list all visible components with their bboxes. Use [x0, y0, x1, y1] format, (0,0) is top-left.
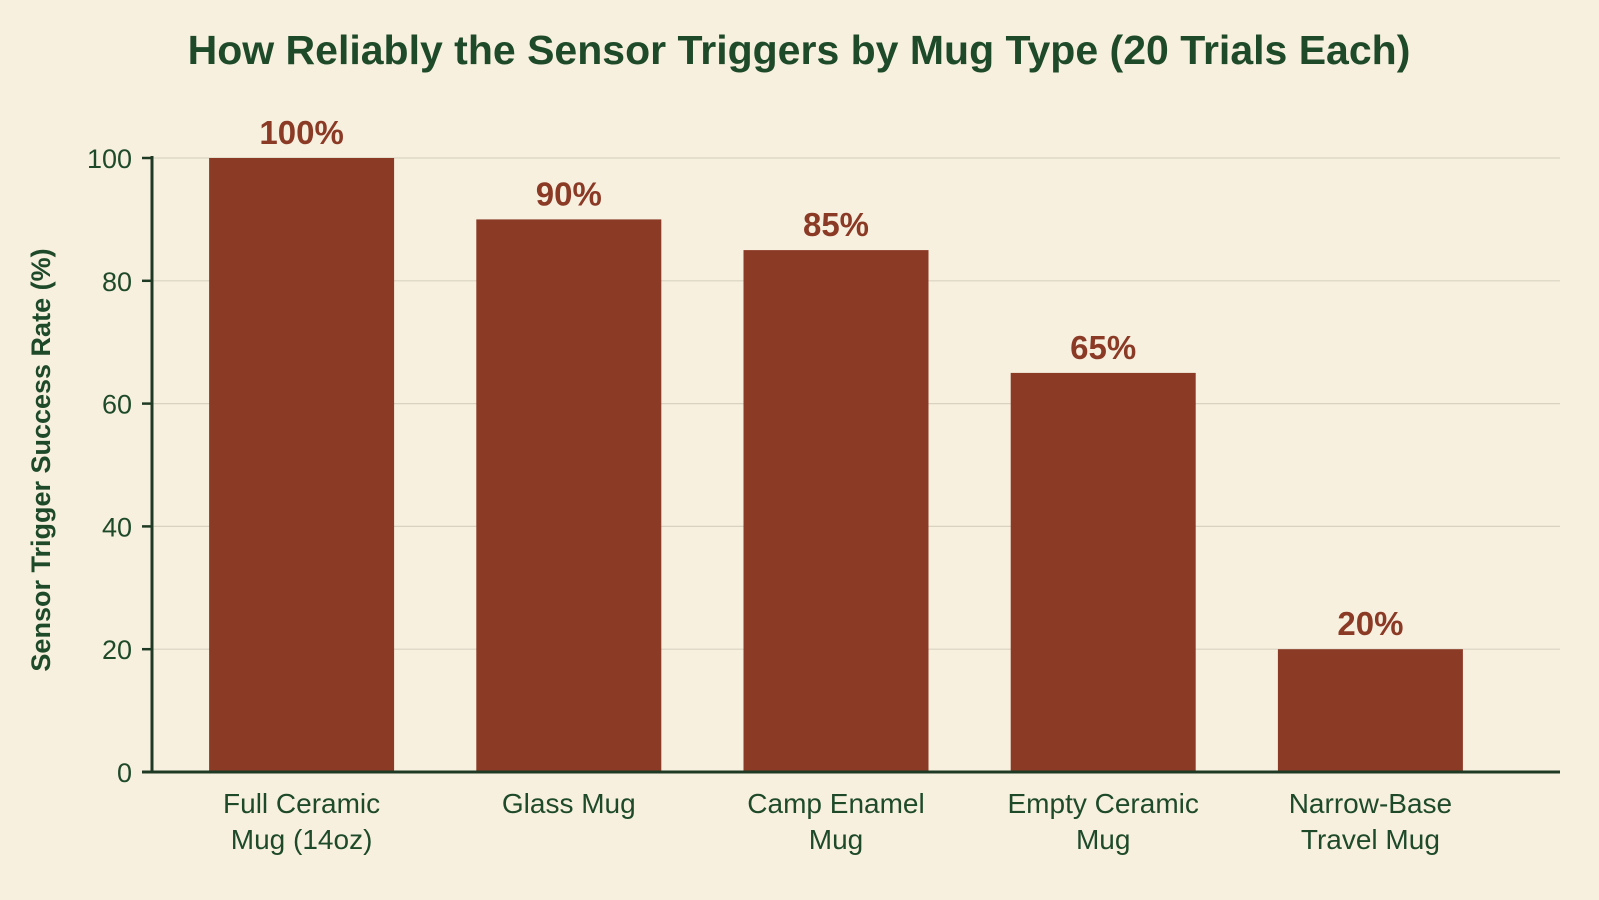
y-tick-label: 0	[117, 758, 132, 788]
y-axis-label: Sensor Trigger Success Rate (%)	[26, 248, 56, 671]
bar	[1010, 372, 1196, 771]
axes	[142, 156, 1560, 774]
x-tick-labels: Full Ceramic Mug (14oz) Glass Mug Camp Enam…	[223, 788, 1452, 855]
y-tick-labels: 0 20 40 60 80 100	[87, 144, 132, 788]
y-tick-label: 40	[102, 512, 132, 542]
x-tick-label: Glass Mug	[502, 788, 636, 819]
x-tick-label: Mug	[809, 824, 863, 855]
data-labels: 100% 90% 85% 65% 20%	[259, 114, 1403, 642]
x-tick-label: Mug	[1076, 824, 1130, 855]
bars	[209, 158, 1463, 771]
y-tick-label: 20	[102, 635, 132, 665]
chart-title: How Reliably the Sensor Triggers by Mug …	[188, 27, 1411, 73]
data-label: 65%	[1070, 329, 1136, 366]
data-label: 90%	[536, 175, 602, 212]
data-label: 85%	[803, 206, 869, 243]
y-tick-label: 60	[102, 390, 132, 420]
bar	[1277, 649, 1463, 771]
x-tick-label: Full Ceramic	[223, 788, 380, 819]
bar	[476, 219, 662, 771]
y-tick-label: 100	[87, 144, 132, 174]
data-label: 20%	[1337, 605, 1403, 642]
bar	[743, 250, 929, 771]
x-tick-label: Travel Mug	[1301, 824, 1440, 855]
y-tick-label: 80	[102, 267, 132, 297]
data-label: 100%	[259, 114, 343, 151]
x-tick-label: Camp Enamel	[747, 788, 924, 819]
x-tick-label: Empty Ceramic	[1008, 788, 1199, 819]
bar	[209, 158, 395, 771]
x-tick-label: Narrow-Base	[1289, 788, 1452, 819]
x-tick-label: Mug (14oz)	[231, 824, 373, 855]
